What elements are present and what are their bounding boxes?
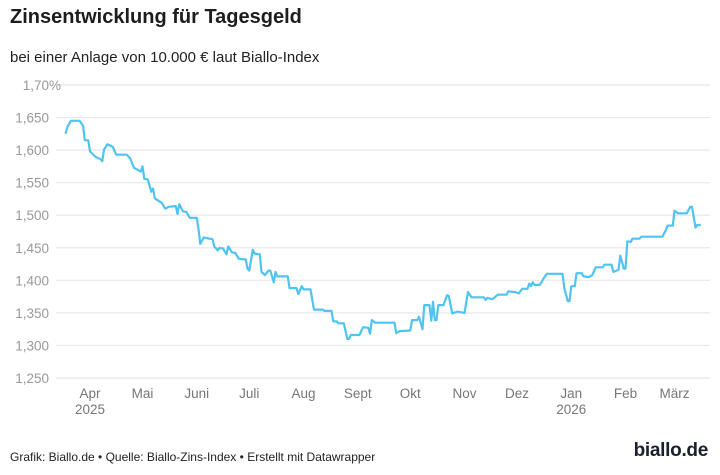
y-tick-label: 1,600	[15, 143, 49, 158]
y-tick-label: 1,350	[15, 306, 49, 321]
x-tick-label: Okt	[400, 386, 421, 401]
gridlines	[56, 84, 710, 379]
y-axis: 1,70 % 1,650 1,600 1,550 1,500 1,450 1,400 1,35…	[15, 78, 61, 386]
x-tick-label: Apr	[79, 386, 101, 401]
y-tick-label: 1,500	[15, 208, 49, 223]
y-tick-label: 1,650	[15, 111, 49, 126]
x-tick-label: Aug	[291, 386, 315, 401]
footer-grafik: Grafik: Biallo.de	[10, 450, 95, 464]
x-tick-label: Nov	[452, 386, 476, 401]
x-tick-label: Feb	[614, 386, 637, 401]
series-line	[64, 119, 701, 340]
x-year-label: 2025	[75, 402, 105, 417]
footer-quelle: Quelle: Biallo-Zins-Index	[105, 450, 237, 464]
y-tick-label: 1,70	[23, 78, 49, 93]
x-tick-label: Dez	[505, 386, 529, 401]
x-tick-label: Juli	[239, 386, 259, 401]
line-chart: 1,70 % 1,650 1,600 1,550 1,500 1,450 1,400 1,35…	[15, 78, 710, 417]
footer-separator: •	[236, 450, 248, 464]
y-tick-label: 1,300	[15, 338, 49, 353]
x-tick-label: Juni	[184, 386, 209, 401]
x-year-label: 2026	[556, 402, 586, 417]
biallo-logo: biallo.de	[633, 440, 709, 461]
x-tick-label: März	[660, 386, 690, 401]
footer: Grafik: Biallo.de • Quelle: Biallo-Zins-…	[10, 450, 375, 464]
y-tick-label: 1,250	[15, 371, 49, 386]
footer-erstellt: Erstellt mit Datawrapper	[247, 450, 376, 464]
x-tick-label: Mai	[132, 386, 154, 401]
x-tick-label: Jan	[560, 386, 582, 401]
chart-title: Zinsentwicklung für Tagesgeld	[10, 6, 302, 28]
y-tick-label: 1,450	[15, 241, 49, 256]
y-tick-label: 1,400	[15, 273, 49, 288]
chart-subtitle: bei einer Anlage von 10.000 € laut Biall…	[10, 49, 320, 66]
footer-separator: •	[94, 450, 106, 464]
y-tick-label: 1,550	[15, 176, 49, 191]
y-unit-label: %	[49, 78, 61, 93]
x-tick-label: Sept	[344, 386, 372, 401]
